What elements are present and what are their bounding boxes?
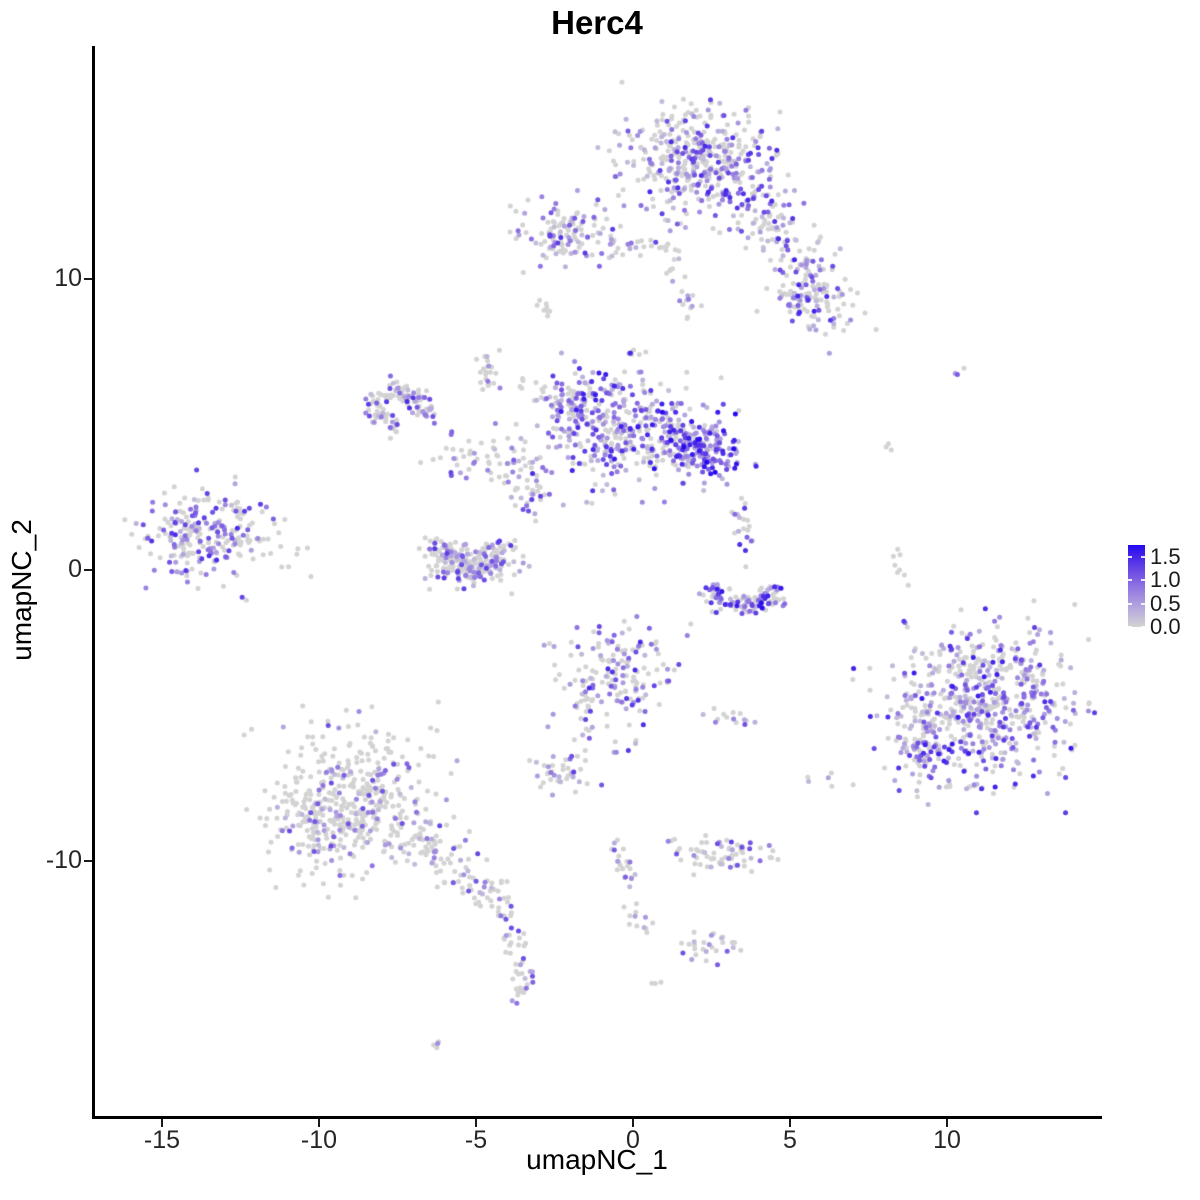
y-tick-mark: [84, 278, 92, 280]
legend-tick-label: 0.5: [1150, 590, 1181, 616]
legend-tick-label: 1.0: [1150, 567, 1181, 593]
legend-tick-label: 1.5: [1150, 543, 1181, 569]
legend-tick-mark: [1128, 602, 1132, 605]
x-tick-mark: [789, 1119, 791, 1127]
legend-tick-mark: [1141, 626, 1145, 628]
x-tick-label: -15: [143, 1126, 181, 1154]
legend-gradient-bar: [1128, 545, 1145, 627]
x-axis-label: umapNC_1: [526, 1144, 668, 1175]
legend-tick-mark: [1141, 555, 1145, 558]
x-axis-line: [92, 1116, 1102, 1119]
legend-tick-mark: [1128, 555, 1132, 558]
x-tick-label: 10: [933, 1126, 961, 1154]
legend-tick-mark: [1128, 626, 1132, 628]
x-tick-mark: [318, 1119, 320, 1127]
x-tick-mark: [161, 1119, 163, 1127]
x-tick-label: -5: [464, 1126, 488, 1154]
x-tick-mark: [946, 1119, 948, 1127]
legend-tick-mark: [1141, 602, 1145, 605]
legend-tick-mark: [1128, 579, 1132, 582]
legend-colorbar: 1.5 1.0 0.5 0.0: [1120, 538, 1200, 648]
x-tick-label: 0: [626, 1126, 640, 1154]
legend-tick-label: 0.0: [1150, 614, 1181, 639]
y-tick-label: -10: [45, 846, 82, 874]
y-tick-mark: [84, 569, 92, 571]
y-tick-label: 0: [68, 555, 82, 583]
x-tick-label: -10: [300, 1126, 338, 1154]
x-tick-mark: [475, 1119, 477, 1127]
legend-tick-mark: [1141, 579, 1145, 582]
y-axis-label: umapNC_2: [6, 519, 37, 661]
y-tick-mark: [84, 860, 92, 862]
x-tick-mark: [632, 1119, 634, 1127]
y-tick-label: 10: [54, 264, 82, 292]
y-axis-line: [92, 46, 95, 1119]
x-tick-label: 5: [783, 1126, 797, 1154]
